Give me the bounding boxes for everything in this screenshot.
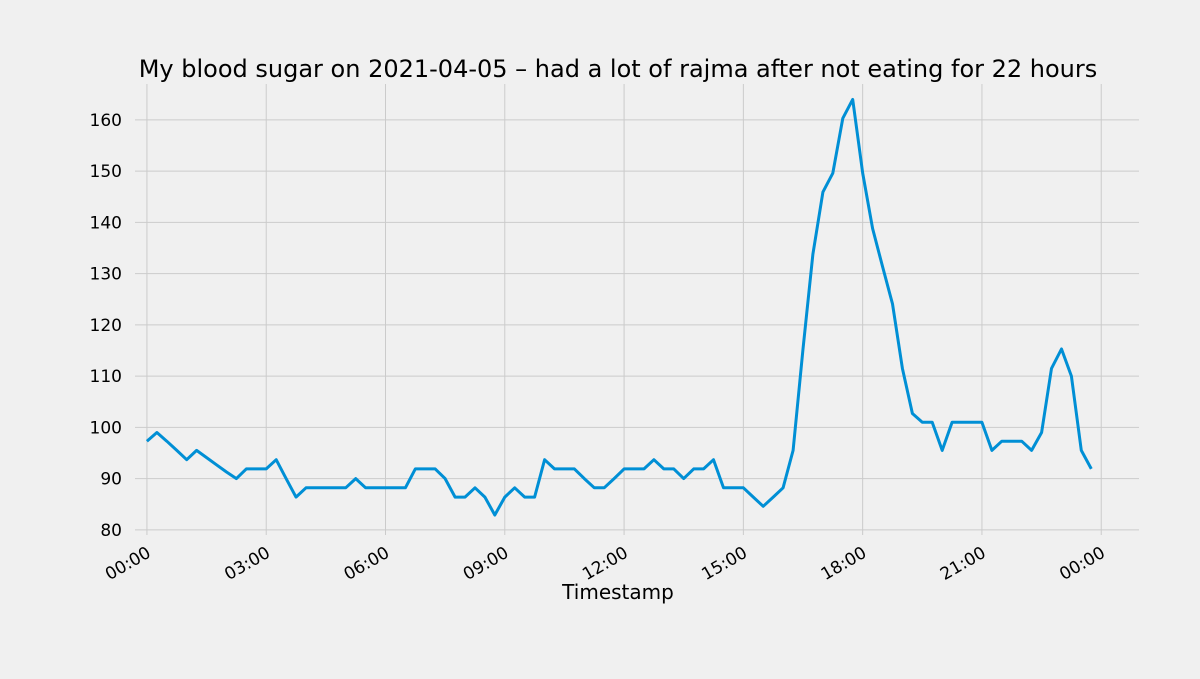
x-tick-label: 00:00: [1056, 543, 1108, 585]
series-line: [145, 97, 1093, 517]
x-axis-label: Timestamp: [561, 580, 674, 604]
x-tick-label: 00:00: [102, 543, 154, 585]
y-tick-label: 160: [90, 111, 122, 131]
y-tick-label: 120: [90, 316, 122, 336]
x-tick-label: 12:00: [579, 543, 631, 585]
x-axis-ticks: 00:00 03:00 06:00 09:00 12:00 15:00 18:00 21:00…: [102, 543, 1109, 585]
grid: [135, 84, 1139, 535]
y-tick-label: 100: [90, 418, 122, 438]
x-tick-label: 18:00: [818, 543, 870, 585]
y-tick-label: 110: [90, 367, 122, 387]
chart-title: My blood sugar on 2021-04-05 – had a lot…: [139, 55, 1098, 83]
y-tick-label: 80: [100, 521, 122, 541]
y-tick-label: 130: [90, 265, 122, 285]
y-tick-label: 150: [90, 162, 122, 182]
x-tick-label: 15:00: [698, 543, 750, 585]
y-tick-label: 90: [100, 470, 122, 490]
x-tick-label: 06:00: [341, 543, 393, 585]
y-tick-label: 140: [90, 213, 122, 233]
x-tick-label: 09:00: [460, 543, 512, 585]
series-layer: [145, 97, 1093, 517]
x-tick-label: 21:00: [937, 543, 989, 585]
x-tick-label: 03:00: [221, 543, 273, 585]
y-axis-ticks: 80 90 100 110 120 130 140 150 160: [90, 111, 122, 541]
